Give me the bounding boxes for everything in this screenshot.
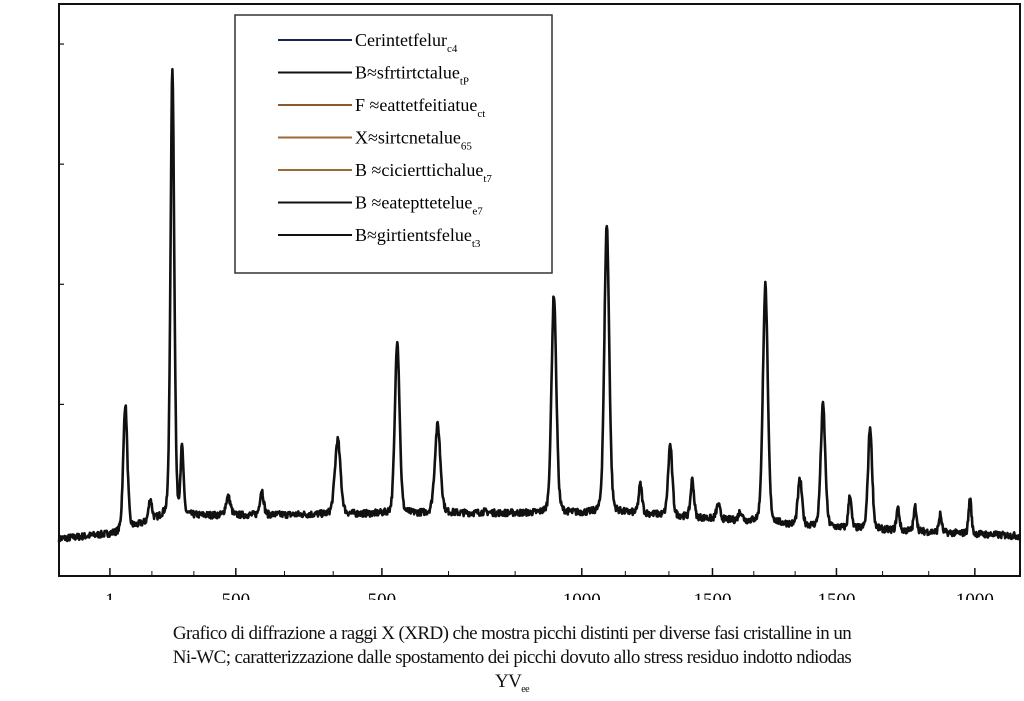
caption-line-2: Ni-WC; caratterizzazione dalle spostamen…	[172, 647, 852, 668]
x-tick-label: 1000	[563, 590, 601, 600]
x-axis-ticks: 15005001000150015001000	[105, 568, 994, 600]
caption-line-3: YVee	[0, 670, 1024, 701]
legend-subscript: t3	[472, 238, 481, 250]
legend-subscript: t7	[483, 173, 492, 185]
legend-subscript: ct	[477, 108, 485, 120]
caption-line-1: Grafico di diffrazione a raggi X (XRD) c…	[172, 623, 852, 644]
x-tick-label: 500	[222, 590, 251, 600]
legend-subscript: tP	[460, 76, 469, 88]
legend-subscript: c4	[447, 43, 458, 55]
plot-frame	[58, 3, 1021, 577]
x-tick-label: 500	[368, 590, 397, 600]
legend-box	[234, 14, 553, 274]
legend-subscript: 65	[461, 141, 473, 153]
caption-line-3-sub: ee	[521, 683, 529, 695]
caption-line-3-text: YV	[495, 671, 522, 692]
x-tick-label: 1500	[693, 590, 731, 600]
x-tick-label: 1	[105, 590, 115, 600]
x-tick-label: 1000	[956, 590, 994, 600]
legend-subscript: e7	[472, 206, 483, 218]
x-tick-label: 1500	[817, 590, 855, 600]
xrd-pattern-line	[57, 67, 1021, 543]
xrd-chart: 15005001000150015001000 Cerintetfelurc4B…	[57, 3, 1021, 600]
